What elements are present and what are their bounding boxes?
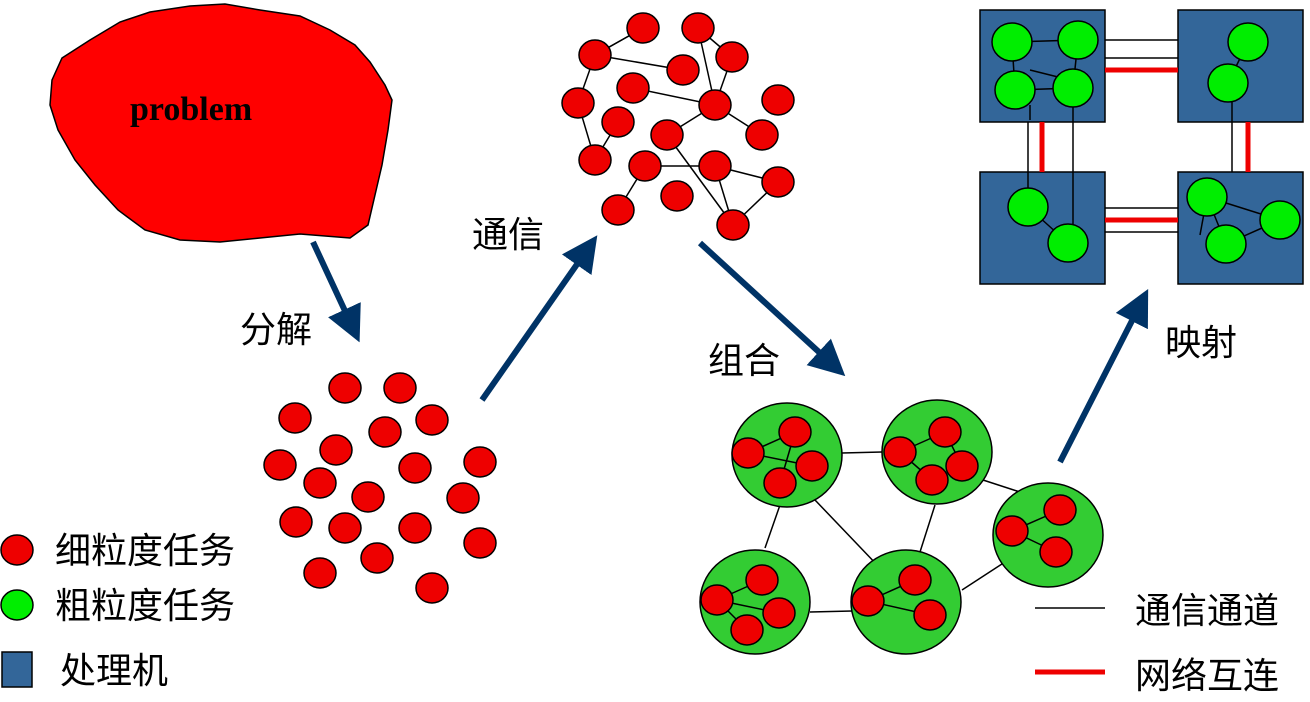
legend-channel-label: 通信通道 — [1135, 591, 1279, 632]
fine-task — [915, 464, 949, 496]
fine-task — [681, 12, 715, 44]
fine-task — [626, 12, 660, 44]
fine-task — [279, 506, 313, 538]
interconnects — [1039, 67, 1251, 223]
coarse-task — [1052, 68, 1094, 108]
fine-task — [745, 564, 779, 596]
fine-task — [383, 372, 417, 404]
fine-task — [303, 557, 337, 589]
fine-task — [945, 450, 979, 482]
fine-task — [303, 467, 337, 499]
legend-fine-task-label: 细粒度任务 — [55, 531, 235, 572]
coarse-task — [1227, 22, 1269, 62]
legend-interconnect-label: 网络互连 — [1135, 656, 1279, 697]
fine-task — [715, 41, 749, 73]
step-label-agglomeration: 组合 — [708, 341, 780, 382]
fine-task — [351, 481, 385, 513]
legend-processor-label: 处理机 — [60, 651, 168, 692]
fine-task — [730, 614, 764, 646]
fine-task — [761, 84, 795, 116]
fine-task — [650, 119, 684, 151]
fine-task — [762, 597, 796, 629]
fine-task — [913, 599, 947, 631]
problem-blob: problem — [49, 3, 393, 243]
partitioned-tasks — [263, 372, 497, 604]
fine-task — [263, 449, 297, 481]
fine-task — [698, 89, 732, 121]
fine-task — [328, 512, 362, 544]
fine-task — [601, 106, 635, 138]
fine-task — [278, 402, 312, 434]
fine-task — [368, 416, 402, 448]
arrow-partition — [310, 240, 361, 343]
fine-task — [398, 512, 432, 544]
fine-task — [898, 564, 932, 596]
legend-processor-marker — [1, 651, 33, 688]
legend-right: 通信通道 网络互连 — [1035, 591, 1279, 697]
fine-task — [778, 416, 812, 448]
mapping-grid — [979, 9, 1304, 285]
fine-task — [578, 39, 612, 71]
coarse-task — [1186, 177, 1228, 217]
fine-task — [628, 150, 662, 182]
fine-task — [415, 404, 449, 436]
arrow-mapping — [1057, 288, 1149, 464]
legend-coarse-task-marker — [0, 589, 34, 621]
fine-task — [1043, 494, 1077, 526]
arrow-communication — [479, 235, 598, 402]
fine-task — [446, 482, 480, 514]
cluster-links — [764, 451, 1021, 613]
fine-task — [928, 416, 962, 448]
fine-task — [761, 166, 795, 198]
fine-task — [698, 150, 732, 182]
fine-task — [463, 446, 497, 478]
fine-task — [360, 542, 394, 574]
fine-task — [731, 437, 765, 469]
coarse-task — [991, 22, 1033, 62]
fine-task — [700, 584, 734, 616]
agglomeration-graph — [699, 399, 1104, 655]
fine-task — [319, 434, 353, 466]
arrow-agglomeration — [697, 240, 846, 377]
coarse-task — [1007, 187, 1049, 227]
fine-task — [660, 180, 694, 212]
fine-task — [463, 527, 497, 559]
fine-task — [578, 144, 612, 176]
fine-task — [1039, 536, 1073, 568]
fine-task — [666, 54, 700, 86]
processor — [979, 171, 1106, 285]
fine-task — [561, 87, 595, 119]
coarse-task — [1057, 20, 1099, 60]
fine-task — [995, 515, 1029, 547]
step-label-mapping: 映射 — [1165, 323, 1237, 364]
fine-task — [398, 452, 432, 484]
legend-coarse-task-label: 粗粒度任务 — [55, 586, 235, 627]
fine-task — [415, 572, 449, 604]
fine-task — [616, 72, 650, 104]
communication-graph — [561, 12, 795, 241]
fine-task — [851, 585, 885, 617]
problem-label: problem — [130, 91, 252, 128]
fine-task — [601, 194, 635, 226]
coarse-task — [1207, 63, 1249, 103]
step-label-partition: 分解 — [240, 310, 312, 351]
fine-task — [328, 372, 362, 404]
coarse-task — [1259, 200, 1301, 240]
fine-task — [763, 467, 797, 499]
fine-task — [883, 436, 917, 468]
fine-task — [795, 450, 829, 482]
coarse-task — [994, 70, 1036, 110]
legend-fine-task-marker — [0, 534, 34, 566]
fine-task — [716, 209, 750, 241]
coarse-task — [1047, 223, 1089, 263]
step-label-communication: 通信 — [472, 215, 544, 256]
legend-left: 细粒度任务 粗粒度任务 处理机 — [0, 531, 235, 692]
fine-task — [745, 119, 779, 151]
coarse-task — [1205, 224, 1247, 264]
